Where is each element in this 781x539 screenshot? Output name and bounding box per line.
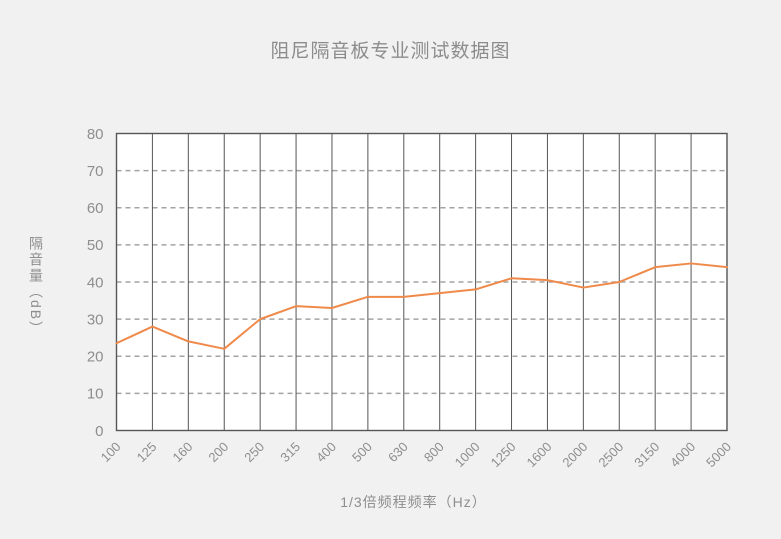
plot-border <box>115 132 728 432</box>
x-tick-label: 500 <box>349 439 375 465</box>
data-line <box>115 262 728 350</box>
x-tick-label: 400 <box>313 439 339 465</box>
x-tick-label: 1600 <box>524 439 555 470</box>
x-tick-label: 200 <box>205 439 231 465</box>
y-tick-label: 80 <box>87 126 104 143</box>
x-tick-label: 1250 <box>488 439 519 470</box>
chart-title: 阻尼隔音板专业测试数据图 <box>270 41 511 62</box>
y-axis-title: 隔音量（dB） <box>28 236 44 338</box>
x-tick-label: 1000 <box>452 439 483 470</box>
y-tick-label: 0 <box>95 423 103 440</box>
x-tick-label: 100 <box>98 439 124 465</box>
x-tick-label: 630 <box>385 439 411 465</box>
y-tick-label: 30 <box>87 311 104 328</box>
y-tick-label: 40 <box>87 274 104 291</box>
y-tick-label: 70 <box>87 163 104 180</box>
y-tick-label: 50 <box>87 237 104 254</box>
x-tick-label: 250 <box>241 439 267 465</box>
x-tick-label: 3150 <box>631 439 662 470</box>
x-tick-label: 800 <box>421 439 447 465</box>
y-tick-label: 20 <box>87 349 104 366</box>
x-tick-label: 125 <box>134 439 160 465</box>
x-tick-label: 4000 <box>667 439 698 470</box>
x-tick-label: 2000 <box>559 439 590 470</box>
y-tick-label: 60 <box>87 200 104 217</box>
x-tick-label: 5000 <box>703 439 734 470</box>
x-tick-label: 315 <box>277 439 303 465</box>
x-tick-label: 2500 <box>595 439 626 470</box>
x-axis-title: 1/3倍频程频率（Hz） <box>340 494 487 510</box>
x-tick-label: 160 <box>169 439 195 465</box>
y-tick-label: 10 <box>87 386 104 403</box>
